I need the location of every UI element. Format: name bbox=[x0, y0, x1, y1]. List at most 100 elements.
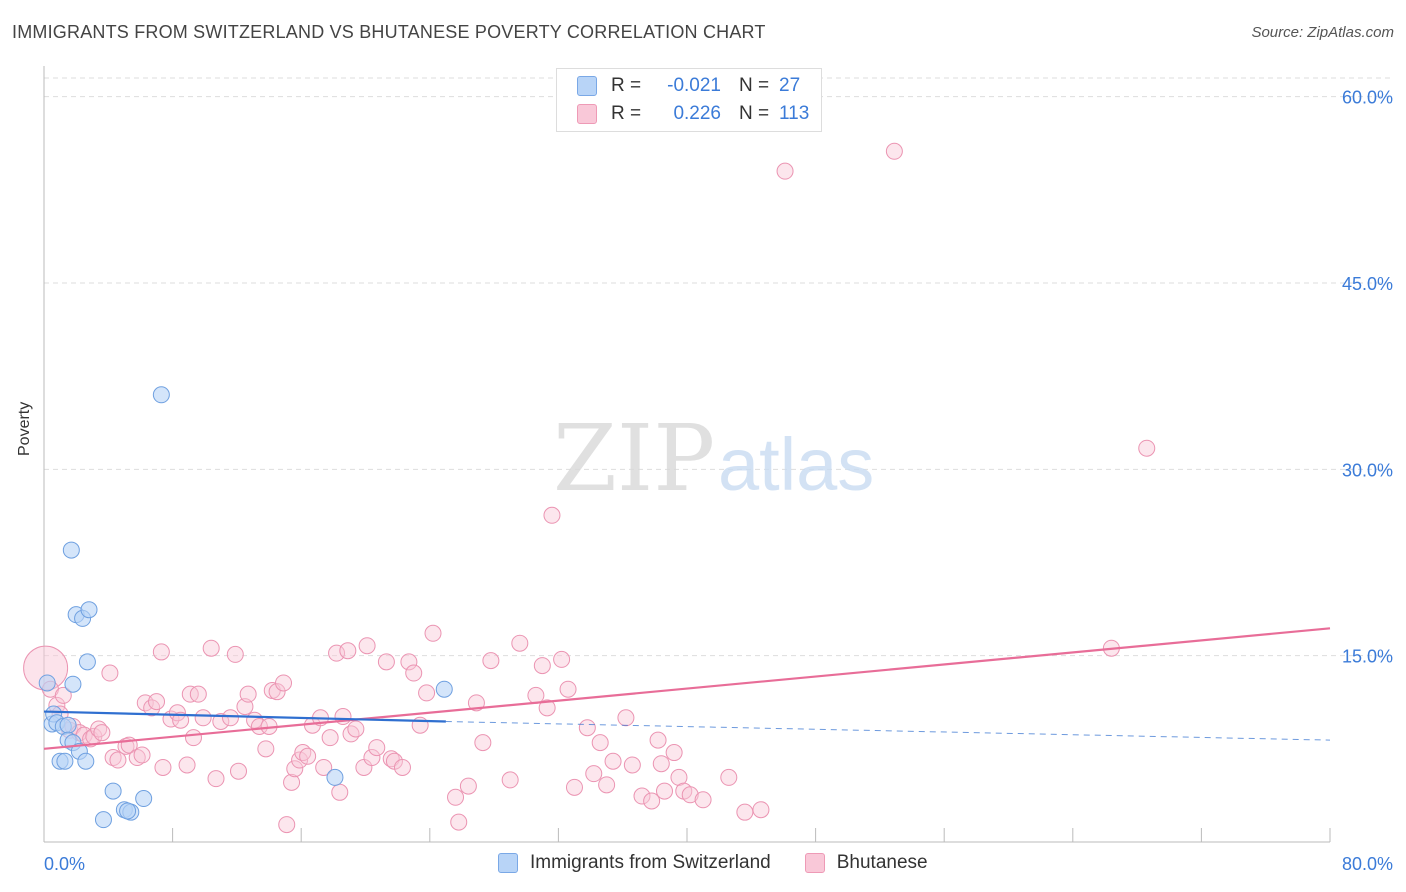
switzerland-point bbox=[77, 752, 95, 770]
bhutanese-point bbox=[655, 782, 673, 800]
bhutanese-point bbox=[328, 644, 346, 662]
bhutanese-point bbox=[424, 624, 442, 642]
bhutanese-point bbox=[382, 750, 400, 768]
legend-n-label: N = bbox=[739, 75, 770, 96]
bhutanese-point bbox=[268, 683, 286, 701]
bhutanese-point bbox=[278, 816, 296, 834]
bhutanese-point bbox=[604, 752, 622, 770]
bhutanese-point bbox=[148, 693, 166, 711]
bhutanese-point bbox=[511, 634, 529, 652]
bhutanese-point bbox=[649, 731, 667, 749]
bhutanese-point bbox=[377, 653, 395, 671]
bhutanese-point bbox=[720, 768, 738, 786]
legend-swatch-pink bbox=[577, 104, 597, 124]
bhutanese-point bbox=[752, 801, 770, 819]
bhutanese-point bbox=[212, 712, 230, 730]
correlation-legend: R = -0.021 N = 27 R = 0.226 N = 113 bbox=[556, 68, 822, 132]
legend-row-bhutanese: R = 0.226 N = 113 bbox=[577, 101, 809, 127]
chart-title: IMMIGRANTS FROM SWITZERLAND VS BHUTANESE… bbox=[12, 22, 766, 42]
bhutanese-point bbox=[559, 680, 577, 698]
bhutanese-point bbox=[128, 749, 146, 767]
bhutanese-point bbox=[885, 142, 903, 160]
bhutanese-point bbox=[363, 749, 381, 767]
legend-n-value: 113 bbox=[779, 103, 810, 124]
bhutanese-point bbox=[250, 717, 268, 735]
bhutanese-point bbox=[450, 813, 468, 831]
switzerland-point bbox=[326, 768, 344, 786]
switzerland-trend-extension bbox=[445, 720, 1331, 741]
legend-label-bhutanese: Bhutanese bbox=[836, 852, 928, 873]
watermark-atlas: atlas bbox=[718, 423, 874, 506]
bhutanese-point bbox=[93, 724, 111, 742]
bhutanese-point bbox=[393, 758, 411, 776]
switzerland-point bbox=[62, 541, 80, 559]
switzerland-point bbox=[59, 716, 77, 734]
legend-label-switzerland: Immigrants from Switzerland bbox=[530, 852, 771, 873]
y-tick-label: 30.0% bbox=[1342, 460, 1393, 480]
switzerland-point bbox=[119, 802, 137, 820]
bhutanese-point bbox=[283, 773, 301, 791]
source-label: Source: ZipAtlas.com bbox=[1251, 24, 1394, 41]
legend-r-value: 0.226 bbox=[673, 103, 721, 124]
bhutanese-point bbox=[152, 643, 170, 661]
bhutanese-point bbox=[665, 744, 683, 762]
bhutanese-point bbox=[533, 657, 551, 675]
bhutanese-point bbox=[358, 637, 376, 655]
bhutanese-point bbox=[109, 751, 127, 769]
x-tick-label-min: 0.0% bbox=[44, 854, 85, 874]
bhutanese-point bbox=[221, 709, 239, 727]
bhutanese-point bbox=[474, 734, 492, 752]
switzerland-trend-line bbox=[43, 710, 446, 723]
bhutanese-point bbox=[418, 684, 436, 702]
bhutanese-point bbox=[447, 788, 465, 806]
bhutanese-point bbox=[585, 765, 603, 783]
bhutanese-point bbox=[257, 740, 275, 758]
y-tick-label: 15.0% bbox=[1342, 647, 1393, 667]
legend-swatch-blue bbox=[498, 853, 518, 873]
series-legend: Immigrants from Switzerland Bhutanese bbox=[498, 852, 962, 874]
bhutanese-point bbox=[623, 756, 641, 774]
bhutanese-point bbox=[543, 506, 561, 524]
switzerland-point bbox=[135, 790, 153, 808]
y-tick-label: 60.0% bbox=[1342, 88, 1393, 108]
bhutanese-point bbox=[482, 652, 500, 670]
bhutanese-point bbox=[1138, 439, 1156, 457]
bhutanese-point bbox=[286, 760, 304, 778]
bhutanese-point bbox=[239, 685, 257, 703]
bhutanese-point bbox=[538, 699, 556, 717]
bhutanese-point bbox=[172, 711, 190, 729]
bhutanese-point bbox=[101, 664, 119, 682]
switzerland-point bbox=[104, 782, 122, 800]
legend-swatch-pink bbox=[804, 853, 825, 873]
switzerland-point bbox=[152, 386, 170, 404]
bhutanese-point bbox=[578, 719, 596, 737]
switzerland-point bbox=[38, 674, 56, 692]
watermark-zip: ZIP bbox=[553, 405, 715, 512]
bhutanese-point bbox=[331, 783, 349, 801]
legend-item-bhutanese: Bhutanese bbox=[804, 852, 928, 874]
bhutanese-point bbox=[553, 650, 571, 668]
bhutanese-point bbox=[652, 755, 670, 773]
bhutanese-point bbox=[405, 664, 423, 682]
legend-r-label: R = bbox=[611, 103, 642, 124]
bhutanese-point bbox=[184, 729, 202, 747]
bhutanese-point bbox=[275, 674, 293, 692]
switzerland-point bbox=[94, 811, 112, 829]
bhutanese-point bbox=[299, 747, 317, 765]
legend-n-value: 27 bbox=[779, 75, 801, 96]
switzerland-point bbox=[435, 680, 453, 698]
bhutanese-point bbox=[591, 734, 609, 752]
legend-r-value: -0.021 bbox=[667, 75, 721, 96]
bhutanese-trend-line bbox=[43, 627, 1331, 750]
bhutanese-point bbox=[321, 729, 339, 747]
bhutanese-point bbox=[104, 749, 122, 767]
bhutanese-point bbox=[226, 645, 244, 663]
bhutanese-point bbox=[230, 762, 248, 780]
bhutanese-point bbox=[400, 653, 418, 671]
legend-swatch-blue bbox=[577, 76, 597, 96]
bhutanese-point bbox=[315, 758, 333, 776]
x-tick-label-max: 80.0% bbox=[1342, 854, 1393, 874]
bhutanese-point bbox=[670, 768, 688, 786]
bhutanese-point bbox=[617, 709, 635, 727]
